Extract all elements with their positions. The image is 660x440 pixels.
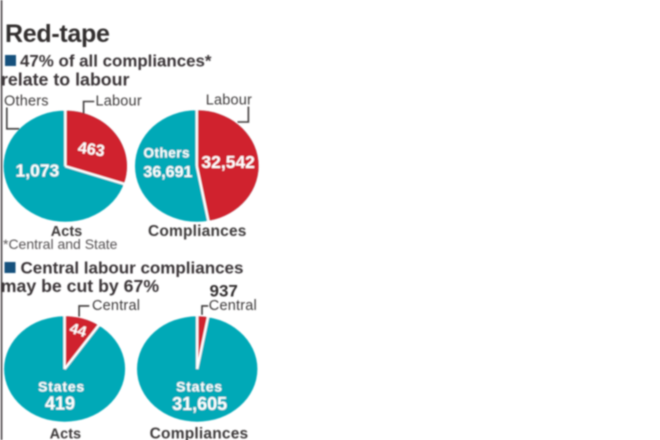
svg-text:Acts: Acts bbox=[50, 427, 81, 440]
svg-text:463: 463 bbox=[77, 140, 106, 161]
svg-text:States: States bbox=[176, 379, 223, 395]
svg-text:Central labour compliances: Central labour compliances bbox=[21, 259, 244, 278]
svg-text:31,605: 31,605 bbox=[172, 394, 227, 414]
svg-text:1,073: 1,073 bbox=[16, 161, 60, 181]
svg-text:may be cut by 67%: may be cut by 67% bbox=[1, 276, 160, 296]
svg-text:Central: Central bbox=[92, 298, 140, 314]
svg-text:States: States bbox=[38, 379, 85, 395]
svg-text:Labour: Labour bbox=[96, 94, 142, 110]
svg-text:44: 44 bbox=[68, 320, 90, 341]
svg-text:Others: Others bbox=[144, 145, 191, 160]
svg-text:Compliances: Compliances bbox=[150, 426, 249, 440]
svg-text:Red-tape: Red-tape bbox=[5, 20, 110, 48]
svg-text:Central: Central bbox=[209, 298, 257, 314]
svg-text:937: 937 bbox=[210, 282, 238, 301]
svg-text:Compliances: Compliances bbox=[148, 223, 247, 240]
svg-text:419: 419 bbox=[45, 394, 75, 414]
svg-text:32,542: 32,542 bbox=[201, 152, 255, 172]
svg-text:Labour: Labour bbox=[206, 93, 252, 109]
svg-text:relate to labour: relate to labour bbox=[1, 70, 130, 90]
svg-text:*Central and State: *Central and State bbox=[3, 236, 118, 252]
svg-text:Acts: Acts bbox=[51, 224, 82, 240]
svg-text:Others: Others bbox=[4, 94, 49, 110]
svg-text:36,691: 36,691 bbox=[143, 164, 192, 181]
svg-text:47% of all compliances*: 47% of all compliances* bbox=[20, 52, 212, 71]
